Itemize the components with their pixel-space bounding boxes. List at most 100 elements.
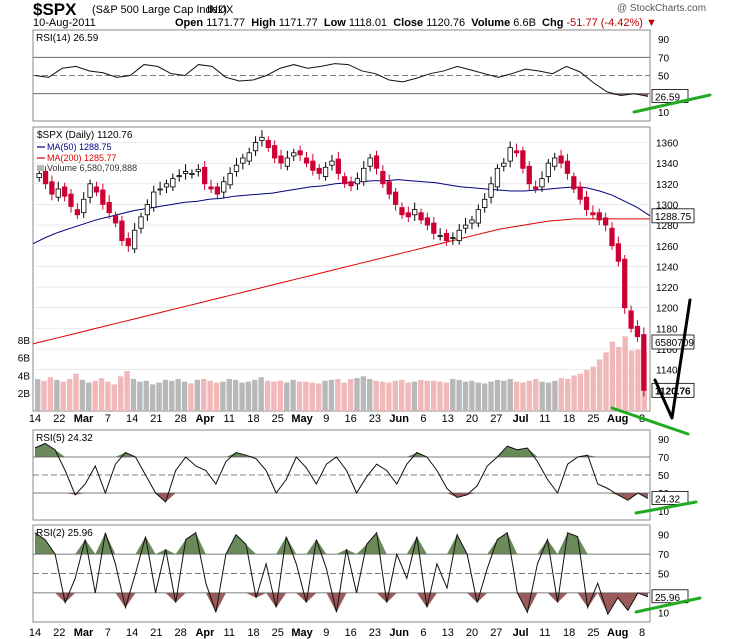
candle-body bbox=[532, 186, 539, 190]
rsi-tick-label: 70 bbox=[658, 550, 670, 561]
candle-body bbox=[208, 186, 214, 190]
candle-body bbox=[571, 176, 577, 190]
x-axis-label: 18 bbox=[563, 627, 575, 639]
volume-bar bbox=[418, 379, 424, 411]
price-tick-label: 1180 bbox=[656, 324, 678, 335]
x-axis-label: 9 bbox=[323, 413, 329, 425]
candle-body bbox=[590, 212, 596, 216]
candle-body bbox=[552, 157, 558, 167]
x-axis-label: 18 bbox=[247, 413, 259, 425]
volume-bar bbox=[226, 379, 232, 411]
symbol-title: $SPX bbox=[33, 0, 77, 19]
candle-body bbox=[233, 164, 240, 172]
volume-bar bbox=[60, 381, 66, 411]
price-tick-label: 1300 bbox=[656, 200, 679, 211]
rsi-tick-label: 10 bbox=[658, 608, 670, 619]
x-axis-label: Aug bbox=[607, 413, 628, 425]
x-axis-label: 23 bbox=[369, 627, 381, 639]
candle-body bbox=[272, 145, 278, 159]
x-axis-label: Mar bbox=[74, 627, 94, 639]
candle-body bbox=[291, 152, 297, 157]
x-axis-label: 21 bbox=[150, 627, 162, 639]
volume-bar bbox=[162, 379, 169, 411]
rsi-last-value-box bbox=[651, 589, 689, 604]
x-axis-label: 11 bbox=[539, 627, 550, 639]
candle-body bbox=[55, 188, 61, 198]
candle-body bbox=[49, 181, 55, 195]
x-axis-label: 11 bbox=[224, 627, 235, 639]
x-axis-label: 25 bbox=[587, 413, 599, 425]
volume-bar bbox=[207, 380, 213, 411]
volume-bar bbox=[437, 381, 443, 411]
x-axis-label: 13 bbox=[442, 413, 454, 425]
volume-bar bbox=[335, 379, 341, 411]
candle-body bbox=[501, 162, 507, 167]
price-tick-label: 1320 bbox=[656, 180, 679, 191]
x-axis-label: 23 bbox=[369, 413, 381, 425]
x-axis-label: 27 bbox=[490, 413, 502, 425]
price-panel-title: $SPX (Daily) 1120.76 bbox=[37, 130, 133, 141]
volume-bar bbox=[526, 380, 533, 411]
volume-bar bbox=[322, 380, 328, 411]
low-label: Low bbox=[323, 17, 346, 29]
x-axis-label: 25 bbox=[587, 627, 599, 639]
volume-bar bbox=[232, 379, 239, 411]
volume-bar bbox=[92, 380, 98, 411]
volume-bar bbox=[494, 379, 501, 411]
volume-label: Volume bbox=[471, 17, 511, 29]
candle-body bbox=[405, 212, 411, 218]
volume-bar bbox=[386, 382, 392, 411]
volume-bar bbox=[309, 382, 315, 411]
date-label: 10-Aug-2011 bbox=[33, 17, 96, 29]
candle-body bbox=[265, 140, 271, 149]
candle-body bbox=[641, 334, 647, 391]
volume-bar bbox=[622, 336, 628, 411]
price-tick-label: 1260 bbox=[656, 242, 679, 253]
candle-body bbox=[68, 193, 74, 207]
volume-bar bbox=[354, 378, 360, 411]
volume-bar bbox=[558, 378, 564, 411]
volume-bar bbox=[469, 380, 475, 411]
volume-bar bbox=[596, 359, 603, 411]
candle-body bbox=[119, 220, 125, 241]
rsi-panel-title: RSI(5) 24.32 bbox=[36, 433, 93, 444]
x-axis-label: Jul bbox=[513, 627, 529, 639]
symbol-name: (S&P 500 Large Cap Index) bbox=[92, 4, 227, 16]
x-axis-label: Mar bbox=[74, 413, 94, 425]
volume-bar bbox=[398, 379, 405, 411]
x-axis-label: 16 bbox=[345, 413, 357, 425]
volume-bar bbox=[392, 380, 398, 411]
chg-value: -51.77 (-4.42%) bbox=[566, 17, 643, 29]
volume-bar bbox=[277, 380, 284, 411]
volume-bar bbox=[79, 379, 86, 411]
x-axis-label: 20 bbox=[466, 627, 478, 639]
volume-bar bbox=[373, 380, 379, 411]
candle-body bbox=[316, 167, 322, 174]
volume-bar bbox=[124, 371, 130, 411]
rsi-tick-label: 50 bbox=[658, 471, 670, 482]
volume-bar bbox=[47, 377, 54, 411]
volume-bar bbox=[201, 379, 207, 411]
volume-bar bbox=[577, 373, 584, 411]
candle-body bbox=[482, 198, 488, 208]
x-axis-label: May bbox=[291, 627, 313, 639]
candle-body bbox=[42, 171, 49, 185]
candle-body bbox=[163, 183, 170, 188]
candle-body bbox=[386, 181, 392, 195]
candle-body bbox=[392, 191, 399, 205]
volume-bar bbox=[118, 376, 124, 411]
volume-bar bbox=[411, 381, 418, 411]
x-axis-label: 18 bbox=[563, 413, 575, 425]
rsi14-trendline-annotation bbox=[632, 93, 712, 114]
x-axis-label: Apr bbox=[195, 627, 215, 639]
ma50-legend-label: MA(50) 1288.75 bbox=[47, 142, 112, 152]
rsi2-trendline-annotation bbox=[634, 596, 702, 614]
volume-bar bbox=[303, 381, 309, 411]
candle-body bbox=[278, 155, 284, 164]
candle-body bbox=[628, 310, 634, 329]
x-axis-label: 7 bbox=[105, 413, 111, 425]
x-axis-label: 28 bbox=[175, 627, 187, 639]
rsi5-trendline-annotation bbox=[634, 500, 698, 515]
candle-body bbox=[583, 196, 590, 211]
